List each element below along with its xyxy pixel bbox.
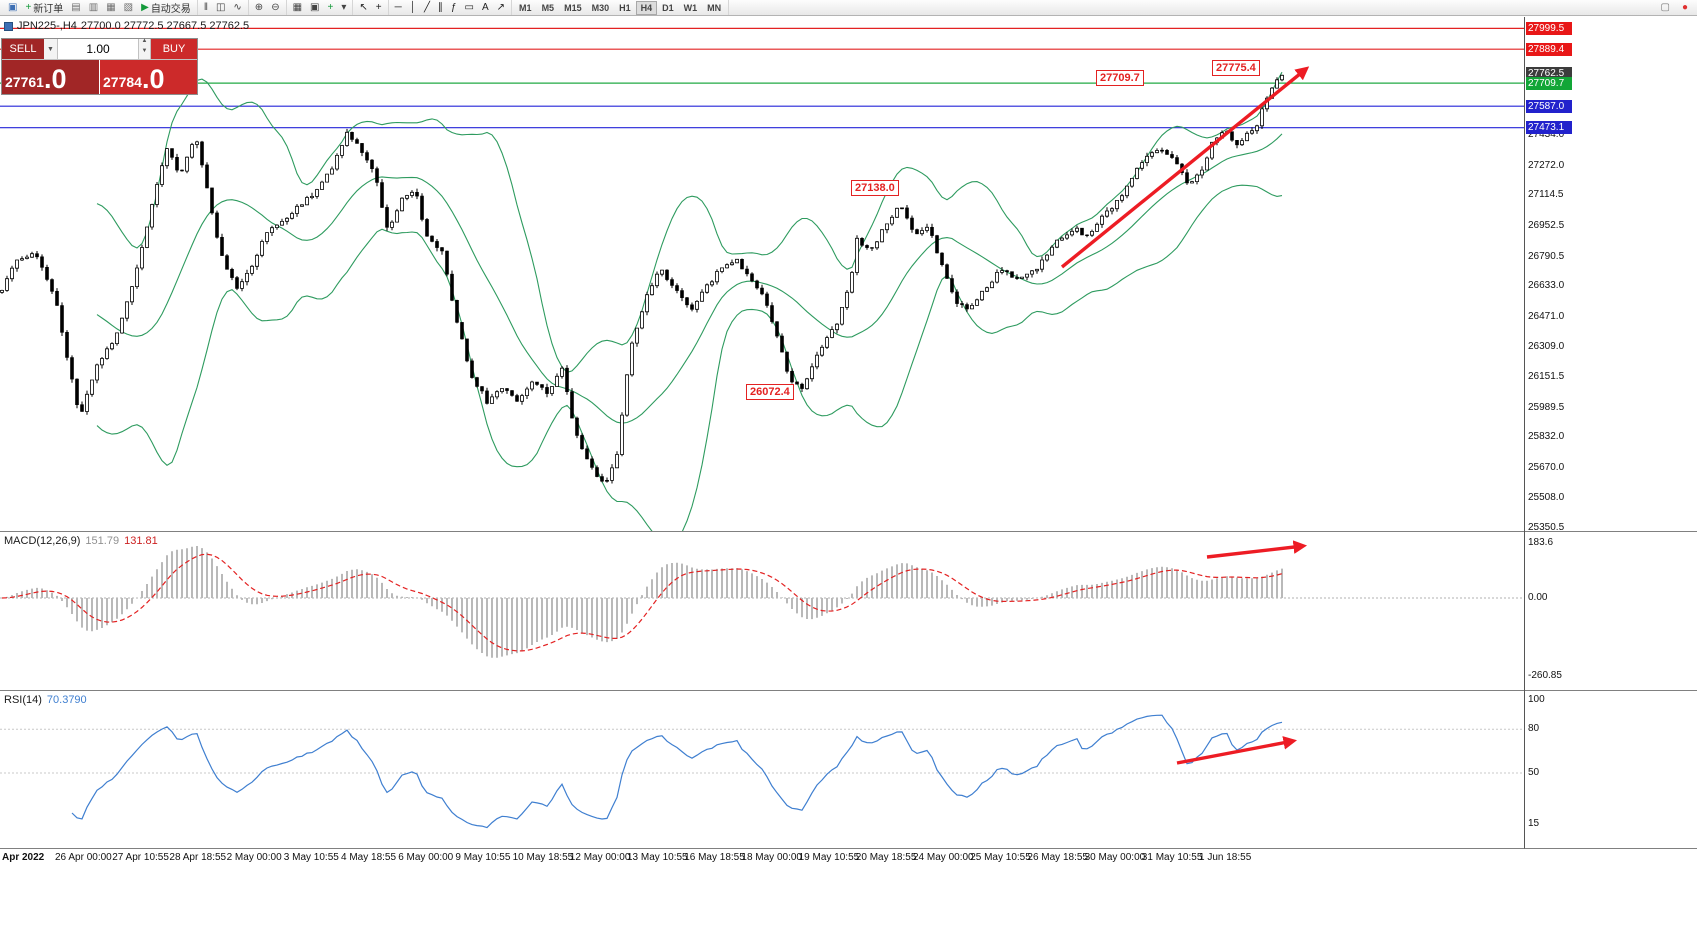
tf-m1-button[interactable]: M1 xyxy=(519,2,532,13)
macd-indicator-label: MACD(12,26,9) 151.79 131.81 xyxy=(4,535,158,547)
chart-tab-icon xyxy=(4,21,13,31)
macd-name: MACD(12,26,9) xyxy=(4,535,81,547)
channel-tool-icon[interactable]: ∥ xyxy=(437,2,443,13)
tf-w1-button[interactable]: W1 xyxy=(683,2,698,13)
toolbar-group: ↖ + xyxy=(353,0,389,15)
volume-stepper: ▲ ▼ xyxy=(138,38,151,59)
fullscreen-icon[interactable]: ▢ xyxy=(1660,2,1670,13)
bull-candles xyxy=(0,74,1284,482)
candle-wicks xyxy=(1,74,1283,484)
line-chart-icon[interactable]: ∿ xyxy=(233,2,242,13)
chart-title: JPN225-,H4 27700.0 27772.5 27667.5 27762… xyxy=(4,20,249,32)
toolbar-right-group: ▢ ● xyxy=(1657,1,1696,15)
rsi-line xyxy=(71,714,1283,829)
buy-price-panel[interactable]: 27784.0 xyxy=(100,60,197,94)
rsi-name: RSI(14) xyxy=(4,694,42,706)
buy-button[interactable]: BUY xyxy=(151,39,197,59)
market-watch-icon[interactable]: ▤ xyxy=(71,2,81,13)
volume-up-icon[interactable]: ▲ xyxy=(139,38,150,49)
terminal-icon[interactable]: ▧ xyxy=(123,2,134,13)
macd-histogram xyxy=(6,546,1283,658)
buy-price-main: 27784 xyxy=(103,74,142,90)
tf-h1-button[interactable]: H1 xyxy=(619,2,631,13)
tf-m5-button[interactable]: M5 xyxy=(541,2,555,13)
sell-button[interactable]: SELL xyxy=(2,39,44,59)
main-toolbar: ▣ + 新订单 ▤ ▥ ▦ ▧ ▶ 自动交易 ‖ ◫ ∿ ⊕ ⊖ ▦ ▣ + ▾ ↖ + ─ │ ╱ ∥ ƒ ▭ A ↗ M1 M5 M15… xyxy=(0,0,1697,16)
tf-h4-button[interactable]: H4 xyxy=(635,0,658,15)
alert-icon[interactable]: ● xyxy=(1681,2,1688,13)
autotrading-button[interactable]: ▶ 自动交易 xyxy=(141,2,191,15)
macd-signal-line xyxy=(1,553,1283,652)
toolbar-group: M1 M5 M15 M30 H1 H4 D1 W1 MN xyxy=(512,0,730,15)
tile-windows-icon[interactable]: ▦ xyxy=(292,2,303,13)
candlestick-chart-icon[interactable]: ◫ xyxy=(215,2,226,13)
bar-chart-icon[interactable]: ‖ xyxy=(203,2,208,13)
text-tool-icon[interactable]: A xyxy=(481,2,489,13)
volume-input[interactable] xyxy=(58,39,138,59)
zoom-out-icon[interactable]: ⊖ xyxy=(271,2,280,13)
sell-price-panel[interactable]: 27761.0 xyxy=(2,60,100,94)
crosshair-icon[interactable]: + xyxy=(375,2,382,13)
cascade-windows-icon[interactable]: ▣ xyxy=(310,2,320,13)
new-chart-icon[interactable]: ▣ xyxy=(8,2,18,13)
tf-mn-button[interactable]: MN xyxy=(707,2,722,13)
vline-tool-icon[interactable]: │ xyxy=(409,2,416,13)
fibonacci-tool-icon[interactable]: ƒ xyxy=(450,2,457,13)
trend-arrow xyxy=(1176,736,1298,765)
trend-arrow xyxy=(1206,540,1308,559)
data-window-icon[interactable]: ▥ xyxy=(88,2,99,13)
buy-price-fraction: .0 xyxy=(141,64,165,94)
toolbar-group: ▣ + 新订单 ▤ ▥ ▦ ▧ ▶ 自动交易 xyxy=(2,0,198,15)
symbol-period-label: JPN225-,H4 xyxy=(17,20,77,32)
ohlc-values: 27700.0 27772.5 27667.5 27762.5 xyxy=(80,20,250,32)
rsi-value: 70.3790 xyxy=(46,694,87,706)
rsi-indicator-label: RSI(14) 70.3790 xyxy=(4,694,87,706)
trend-arrow xyxy=(1060,66,1310,269)
shapes-tool-icon[interactable]: ▭ xyxy=(464,2,474,13)
bollinger-upper-band xyxy=(96,71,1283,374)
one-click-trading-panel: SELL ▼ ▲ ▼ BUY 27761.0 27784.0 xyxy=(1,38,198,95)
periods-dropdown-icon[interactable]: ▾ xyxy=(341,2,347,13)
sell-price-main: 27761 xyxy=(5,74,44,90)
arrow-tool-icon[interactable]: ↗ xyxy=(496,2,506,13)
macd-main-value: 151.79 xyxy=(85,535,120,547)
hline-tool-icon[interactable]: ─ xyxy=(394,2,402,13)
bollinger-lower-band xyxy=(96,184,1283,531)
volume-dropdown-icon[interactable]: ▼ xyxy=(44,39,58,59)
cursor-icon[interactable]: ↖ xyxy=(359,2,368,13)
macd-signal-value: 131.81 xyxy=(124,535,158,547)
indicators-icon[interactable]: + xyxy=(327,2,334,13)
tf-d1-button[interactable]: D1 xyxy=(662,2,674,13)
toolbar-group: ⊕ ⊖ xyxy=(249,0,287,15)
main-chart-series xyxy=(0,71,1284,531)
toolbar-group: ─ │ ╱ ∥ ƒ ▭ A ↗ xyxy=(389,0,513,15)
bollinger-middle-band xyxy=(96,133,1283,424)
zoom-in-icon[interactable]: ⊕ xyxy=(254,2,264,13)
tf-m30-button[interactable]: M30 xyxy=(591,2,610,13)
new-order-button[interactable]: + 新订单 xyxy=(25,2,64,15)
toolbar-group: ‖ ◫ ∿ xyxy=(198,0,249,15)
toolbar-group: ▦ ▣ + ▾ xyxy=(287,0,354,15)
sell-price-fraction: .0 xyxy=(43,64,67,94)
navigator-icon[interactable]: ▦ xyxy=(106,2,116,13)
bear-candles xyxy=(35,131,1239,482)
trendline-tool-icon[interactable]: ╱ xyxy=(423,2,430,13)
volume-down-icon[interactable]: ▼ xyxy=(139,48,150,59)
tf-m15-button[interactable]: M15 xyxy=(564,2,582,13)
